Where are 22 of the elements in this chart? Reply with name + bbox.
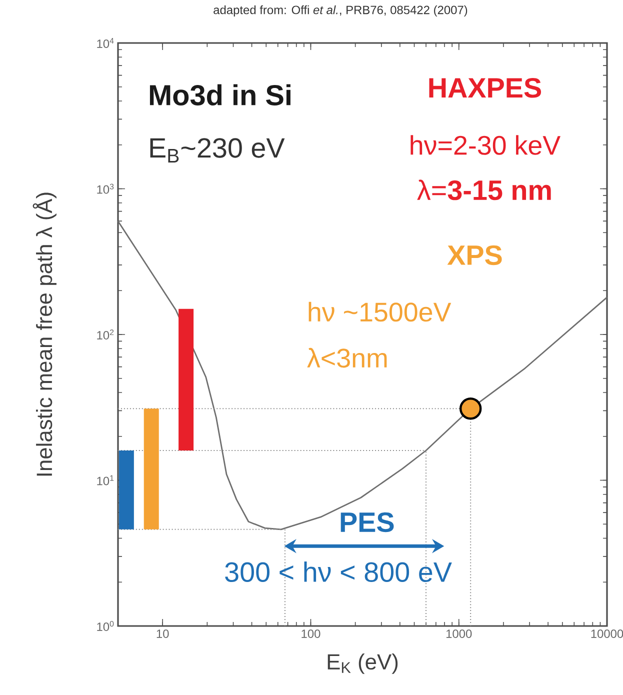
- y-tick-label: 10$^{3}$: [97, 184, 114, 194]
- y-axis-title: Inelastic mean free path λ (Å): [32, 192, 56, 476]
- x-tick-label: 10000: [591, 630, 623, 638]
- annotation: PES: [340, 512, 394, 532]
- x-axis-title: E$_{K}$ (eV): [328, 654, 398, 674]
- annotation: E$_{B}$~230 eV: [150, 138, 285, 162]
- annotation: hν=2-30 keV: [410, 135, 560, 155]
- annotation: λ<3nm: [307, 348, 387, 368]
- y-tick-label: 10$^{0}$: [97, 620, 114, 631]
- x-tick-label: 10: [156, 630, 169, 638]
- annotation: XPS: [447, 245, 502, 266]
- annotation: hν ~1500eV: [308, 302, 452, 322]
- y-tick-label: 10$^{4}$: [97, 38, 114, 48]
- annotation: Mo3d in Si: [150, 84, 290, 106]
- text: adapted from: Offi et al., PRB76, 085422 (2007): [214, 5, 468, 17]
- annotation: 300 < hν < 800 eV: [225, 562, 452, 582]
- annotation: HAXPES: [429, 78, 542, 98]
- x-tick-label: 100: [302, 630, 320, 638]
- annotation: λ=3-15 nm: [417, 180, 551, 200]
- y-tick-label: 10$^{2}$: [97, 329, 114, 340]
- y-tick-label: 10$^{1}$: [97, 475, 114, 486]
- x-tick-label: 1000: [446, 630, 472, 638]
